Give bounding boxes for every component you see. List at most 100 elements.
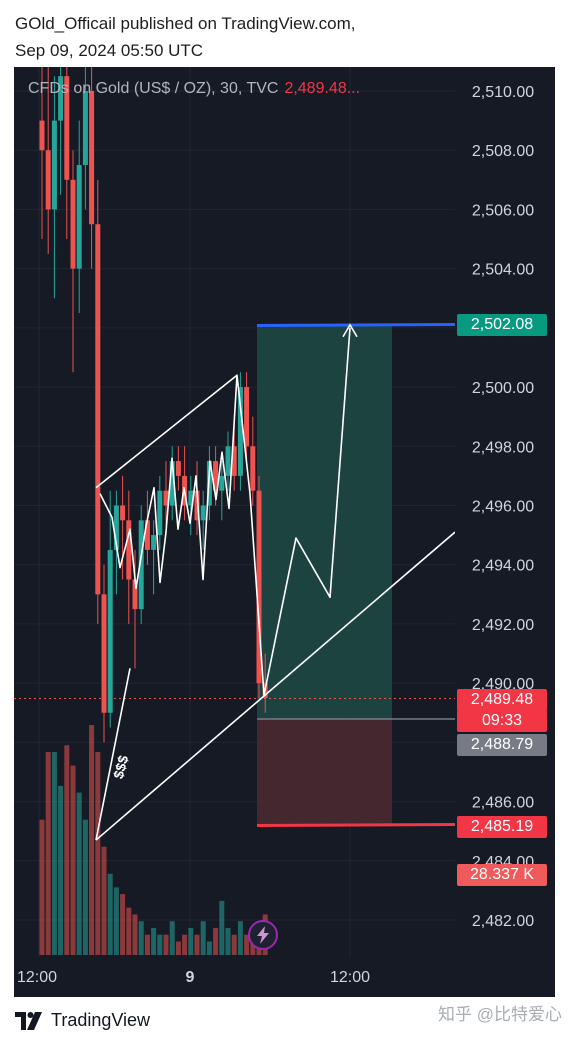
watermark: 知乎 @比特爱心 bbox=[438, 1005, 562, 1024]
volume-bar bbox=[219, 900, 225, 955]
candles bbox=[39, 67, 268, 743]
candle-body bbox=[107, 549, 113, 713]
chart-legend: CFDs on Gold (US$ / OZ), 30, TVC 2,489.48… bbox=[28, 80, 360, 98]
volume-bar bbox=[163, 934, 169, 955]
y-tick-label: 2,510.00 bbox=[472, 84, 534, 101]
position-zones bbox=[14, 322, 455, 828]
volume-bar bbox=[89, 725, 95, 955]
publish-date: Sep 09, 2024 05:50 UTC bbox=[15, 41, 204, 60]
x-tick-label: 12:00 bbox=[330, 969, 370, 986]
y-tick-label: 2,492.00 bbox=[472, 617, 534, 634]
candle-body bbox=[219, 475, 225, 491]
candle-body bbox=[82, 91, 88, 166]
volume-bar bbox=[95, 752, 101, 955]
volume-label: 28.337 K bbox=[457, 864, 547, 886]
drawings: $$$ bbox=[95, 323, 455, 841]
volume-bar bbox=[231, 934, 237, 955]
volume-bar bbox=[182, 934, 188, 955]
volume-bar bbox=[58, 785, 64, 955]
volume-bar bbox=[113, 887, 119, 955]
candle-body bbox=[225, 446, 231, 476]
candle-body bbox=[64, 76, 70, 180]
volume-bar bbox=[206, 941, 212, 955]
volume-bar bbox=[200, 921, 206, 955]
brand-name: TradingView bbox=[51, 1010, 151, 1030]
price-axis: 2,482.002,484.002,486.002,488.002,490.00… bbox=[472, 84, 534, 930]
volume-bar bbox=[244, 934, 250, 955]
candle-body bbox=[237, 387, 243, 476]
candle-body bbox=[138, 520, 144, 610]
volume-bar bbox=[51, 752, 57, 955]
tradingview-icon bbox=[15, 1011, 42, 1030]
volume-bar bbox=[64, 745, 70, 955]
candle-body bbox=[45, 150, 51, 210]
candle-body bbox=[58, 76, 64, 121]
volume-bar bbox=[70, 765, 76, 955]
candle-body bbox=[157, 490, 163, 536]
volume-bar bbox=[101, 846, 107, 955]
stop-line bbox=[256, 823, 455, 828]
candle-body bbox=[256, 490, 262, 684]
volume-bar bbox=[188, 927, 194, 955]
loss-zone bbox=[257, 718, 392, 826]
candle-body bbox=[213, 461, 219, 491]
volume-bar bbox=[76, 792, 82, 955]
volume-bar bbox=[132, 914, 138, 955]
trendline-support bbox=[95, 531, 455, 841]
candle-body bbox=[113, 505, 119, 550]
volume-bar bbox=[82, 819, 88, 955]
candle-body bbox=[244, 387, 250, 447]
candle-body bbox=[163, 490, 169, 506]
volume-bar bbox=[151, 927, 157, 955]
y-tick-label: 2,482.00 bbox=[472, 913, 534, 930]
y-tick-label: 2,494.00 bbox=[472, 558, 534, 575]
candle-body bbox=[169, 461, 175, 506]
volume-bar bbox=[120, 894, 126, 955]
candle-body bbox=[70, 179, 76, 269]
volume-bar bbox=[157, 934, 163, 955]
channel-upper-line bbox=[95, 374, 238, 489]
candle-body bbox=[194, 490, 200, 521]
candle-body bbox=[76, 165, 82, 269]
candle-body bbox=[151, 535, 157, 550]
profit-zone bbox=[257, 325, 392, 719]
volume-bar bbox=[225, 927, 231, 955]
x-tick-label: 12:00 bbox=[17, 969, 57, 986]
candle-body bbox=[200, 505, 206, 521]
countdown-label: 09:33 bbox=[457, 710, 547, 732]
time-axis: 12:00 9 12:00 bbox=[17, 969, 370, 986]
y-tick-label: 2,490.00 bbox=[472, 676, 534, 693]
price-path-sketch bbox=[99, 327, 351, 696]
y-tick-label: 2,496.00 bbox=[472, 499, 534, 516]
volume-bar bbox=[126, 907, 132, 955]
candle-body bbox=[39, 120, 45, 151]
arrow-head bbox=[342, 323, 358, 338]
dollar-marks-text: $$$ bbox=[110, 753, 132, 780]
y-tick-label: 2,500.00 bbox=[472, 380, 534, 397]
candle-body bbox=[95, 224, 101, 595]
candle-body bbox=[120, 505, 126, 521]
volume-bar bbox=[237, 921, 243, 955]
volume-bar bbox=[194, 934, 200, 955]
candle-body bbox=[188, 490, 194, 506]
footer: TradingView bbox=[15, 1010, 150, 1036]
symbol-title: CFDs on Gold (US$ / OZ), 30, TVC bbox=[28, 80, 279, 97]
volume-bar bbox=[250, 941, 256, 955]
y-tick-label: 2,508.00 bbox=[472, 143, 534, 160]
volume-bar bbox=[213, 927, 219, 955]
volume-bar bbox=[107, 873, 113, 955]
volume-bar bbox=[45, 752, 51, 955]
volume-bar bbox=[39, 819, 45, 955]
publish-header: GOld_Officail published on TradingView.c… bbox=[15, 10, 356, 64]
volume-bar bbox=[144, 934, 150, 955]
candle-body bbox=[231, 446, 237, 476]
publisher-line: GOld_Officail published on TradingView.c… bbox=[15, 14, 356, 33]
volume-bar bbox=[169, 921, 175, 955]
entry-price-label: 2,488.79 bbox=[457, 734, 547, 756]
x-tick-label: 9 bbox=[186, 969, 195, 986]
y-tick-label: 2,498.00 bbox=[472, 439, 534, 456]
volume-bar bbox=[175, 941, 181, 955]
lightning-icon[interactable] bbox=[248, 920, 278, 950]
tradingview-logo[interactable]: TradingView bbox=[15, 1010, 150, 1031]
